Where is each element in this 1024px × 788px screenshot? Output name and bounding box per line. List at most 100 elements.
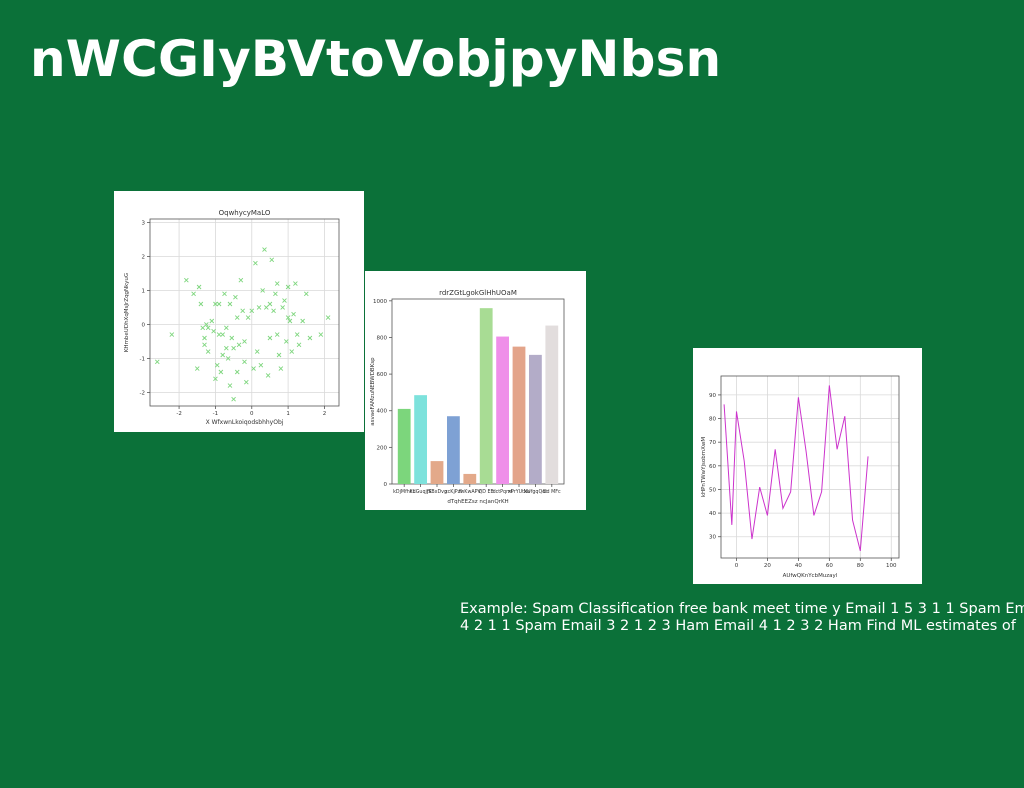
scatter-point: [294, 332, 300, 337]
scatter-point: [251, 366, 256, 371]
bar-chart-card: 0 200 400 600 800 1000 rdrZGtLgokGlHhUOaM kDjMf…: [365, 271, 586, 510]
scatter-point: [196, 284, 202, 290]
scatter-point: [222, 291, 227, 297]
scatter-point: [200, 325, 206, 331]
y-axis-label: KHmbeUDhXqMsJrZqgNkyuG: [124, 273, 130, 352]
bar: [496, 336, 509, 484]
bar: [397, 408, 411, 484]
scatter-point: [205, 325, 211, 331]
y-tick-label: 90: [709, 393, 716, 399]
x-tick-label: -1: [213, 411, 218, 417]
scatter-point: [253, 260, 258, 266]
scatter-point: [234, 369, 240, 375]
y-tick-label: 50: [709, 487, 716, 493]
bar: [545, 325, 559, 484]
x-axis-label: X WfxwnLkoiqodsbhhyObj: [206, 419, 284, 426]
bar: [430, 461, 444, 484]
x-tick-label: -2: [176, 411, 181, 417]
y-tick-label: 3: [142, 220, 146, 226]
y-tick-label: 1000: [373, 299, 387, 305]
scatter-point: [303, 291, 309, 297]
scatter-point: [225, 356, 231, 361]
bar: [463, 473, 477, 484]
scatter-point: [224, 345, 229, 351]
scatter-point: [243, 379, 249, 385]
x-tick-label: xcKjPzf: [445, 489, 462, 495]
y-tick-label: 0: [142, 322, 146, 328]
scatter-point: [220, 352, 226, 358]
scatter-point: [216, 332, 222, 337]
x-tick-label: 1: [286, 411, 290, 417]
y-axis-label: asvaeFAMzuNEBWDBKsp: [370, 357, 376, 426]
scatter-point: [289, 349, 295, 354]
y-tick-label: 40: [709, 511, 716, 517]
scatter-point: [293, 281, 298, 286]
x-tick-label: NUfgqQdt: [524, 489, 548, 495]
y-tick-label: 0: [384, 482, 388, 488]
scatter-point: [238, 277, 244, 283]
caption-line: 4 2 1 1 Spam Email 3 2 1 2 3 Ham Email 4…: [460, 618, 1016, 634]
x-tick-label: KdGuqjfK: [410, 489, 433, 495]
y-tick-label: 70: [709, 440, 716, 446]
line-chart-card: 30 40 50 60 70 80 90 0 20 40 60 80 100 AUfwQKnYcbMuza…: [693, 348, 922, 584]
scatter-point: [236, 342, 242, 348]
scatter-point: [262, 247, 267, 252]
scatter-point: [211, 328, 216, 334]
scatter-point: [249, 308, 255, 314]
scatter-point: [231, 396, 236, 402]
x-tick-label: 60: [826, 563, 833, 569]
slide-title: nWCGIyBVtoVobjpyNbsn: [30, 30, 722, 88]
chart-title: OqwhycyMaLO: [219, 209, 271, 217]
bar: [512, 346, 526, 484]
plot-area-frame: [149, 218, 340, 407]
y-tick-label: 800: [377, 335, 388, 341]
scatter-point: [283, 339, 289, 344]
scatter-point: [307, 335, 313, 341]
scatter-point: [234, 315, 240, 320]
scatter-point: [205, 349, 211, 354]
scatter-point: [278, 366, 284, 371]
scatter-point: [325, 315, 331, 320]
scatter-point: [218, 369, 224, 375]
scatter-point: [280, 305, 285, 310]
scatter-point: [191, 291, 196, 297]
x-axis-label: AUfwQKnYcbMuzayl: [783, 573, 838, 579]
scatter-point: [240, 308, 246, 314]
x-tick-label: 40: [795, 563, 802, 569]
x-tick-label: xPrYUtxa: [508, 489, 530, 495]
scatter-point: [285, 284, 291, 290]
y-tick-label: 200: [377, 445, 388, 451]
scatter-chart: -2 -1 0 1 2 3 OqwhycyMaLO -2 -1 0 1 2 X WfxwnLkoiqod…: [124, 209, 340, 426]
y-axis-label: kHPnTWwYjsobmXwM: [701, 437, 707, 498]
scatter-point: [209, 318, 215, 324]
scatter-point: [269, 257, 275, 263]
scatter-point: [276, 352, 282, 358]
bar-chart: 0 200 400 600 800 1000 rdrZGtLgokGlHhUOaM kDjMf…: [370, 289, 565, 505]
x-tick-label: QD EB: [479, 489, 494, 495]
scatter-point: [220, 332, 226, 337]
scatter-point: [198, 301, 204, 307]
x-tick-label: kDjMfhkL: [393, 489, 415, 495]
y-tick-label: 30: [709, 535, 716, 541]
x-tick-label: 0: [250, 411, 254, 417]
scatter-point: [184, 277, 189, 283]
scatter-point: [154, 359, 160, 365]
scatter-point: [194, 366, 200, 371]
y-tick-label: 60: [709, 464, 716, 470]
x-tick-label: 80: [857, 563, 864, 569]
scatter-point: [169, 332, 175, 337]
scatter-point: [273, 291, 278, 297]
scatter-point: [287, 318, 293, 324]
plot-area-frame: [391, 298, 565, 485]
x-tick-label: 100: [886, 563, 897, 569]
scatter-point: [318, 332, 324, 337]
scatter-point: [282, 298, 287, 303]
scatter-point: [271, 308, 276, 314]
x-tick-label: Ud MFc: [543, 489, 561, 495]
scatter-chart-card: -2 -1 0 1 2 3 OqwhycyMaLO -2 -1 0 1 2 X WfxwnLkoiqod…: [114, 191, 364, 432]
scatter-point: [300, 318, 305, 324]
scatter-point: [285, 315, 291, 320]
y-tick-label: 600: [377, 372, 388, 378]
scatter-point: [256, 305, 262, 310]
x-tick-label: fwKwAPV: [459, 489, 482, 495]
